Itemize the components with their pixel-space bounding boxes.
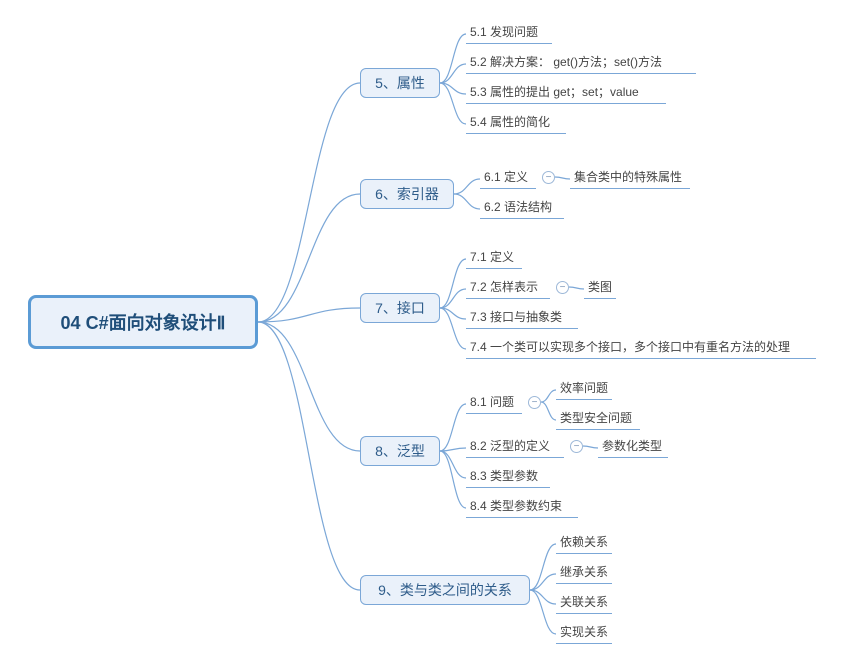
collapse-icon[interactable]: − xyxy=(528,396,541,409)
leaf-node[interactable]: 6.1 定义 xyxy=(480,167,536,189)
leaf-node[interactable]: 8.3 类型参数 xyxy=(466,466,550,488)
leaf-node[interactable]: 7.3 接口与抽象类 xyxy=(466,307,578,329)
leaf-node[interactable]: 5.3 属性的提出 get；set；value xyxy=(466,82,666,104)
leaf-node[interactable]: 8.1 问题 xyxy=(466,392,522,414)
leaf-node[interactable]: 5.1 发现问题 xyxy=(466,22,552,44)
leaf-node[interactable]: 7.1 定义 xyxy=(466,247,522,269)
branch-label: 5、属性 xyxy=(375,73,425,93)
leaf-node[interactable]: 继承关系 xyxy=(556,562,612,584)
leaf-child-node[interactable]: 类型安全问题 xyxy=(556,408,640,430)
collapse-icon[interactable]: − xyxy=(542,171,555,184)
leaf-node[interactable]: 8.2 泛型的定义 xyxy=(466,436,564,458)
branch-b6[interactable]: 6、索引器 xyxy=(360,179,454,209)
leaf-node[interactable]: 5.4 属性的简化 xyxy=(466,112,566,134)
leaf-child-node[interactable]: 效率问题 xyxy=(556,378,612,400)
leaf-node[interactable]: 5.2 解决方案： get()方法；set()方法 xyxy=(466,52,696,74)
leaf-node[interactable]: 实现关系 xyxy=(556,622,612,644)
root-node[interactable]: 04 C#面向对象设计Ⅱ xyxy=(28,295,258,349)
leaf-node[interactable]: 8.4 类型参数约束 xyxy=(466,496,578,518)
branch-label: 7、接口 xyxy=(375,298,425,318)
leaf-node[interactable]: 6.2 语法结构 xyxy=(480,197,564,219)
branch-label: 8、泛型 xyxy=(375,441,425,461)
root-label: 04 C#面向对象设计Ⅱ xyxy=(61,309,226,335)
leaf-child-node[interactable]: 集合类中的特殊属性 xyxy=(570,167,690,189)
branch-b9[interactable]: 9、类与类之间的关系 xyxy=(360,575,530,605)
branch-label: 9、类与类之间的关系 xyxy=(378,580,512,600)
leaf-node[interactable]: 依赖关系 xyxy=(556,532,612,554)
branch-b8[interactable]: 8、泛型 xyxy=(360,436,440,466)
collapse-icon[interactable]: − xyxy=(556,281,569,294)
leaf-node[interactable]: 7.4 一个类可以实现多个接口，多个接口中有重名方法的处理 xyxy=(466,337,816,359)
leaf-node[interactable]: 关联关系 xyxy=(556,592,612,614)
branch-b7[interactable]: 7、接口 xyxy=(360,293,440,323)
collapse-icon[interactable]: − xyxy=(570,440,583,453)
leaf-node[interactable]: 7.2 怎样表示 xyxy=(466,277,550,299)
leaf-child-node[interactable]: 类图 xyxy=(584,277,616,299)
branch-b5[interactable]: 5、属性 xyxy=(360,68,440,98)
branch-label: 6、索引器 xyxy=(375,184,439,204)
leaf-child-node[interactable]: 参数化类型 xyxy=(598,436,668,458)
